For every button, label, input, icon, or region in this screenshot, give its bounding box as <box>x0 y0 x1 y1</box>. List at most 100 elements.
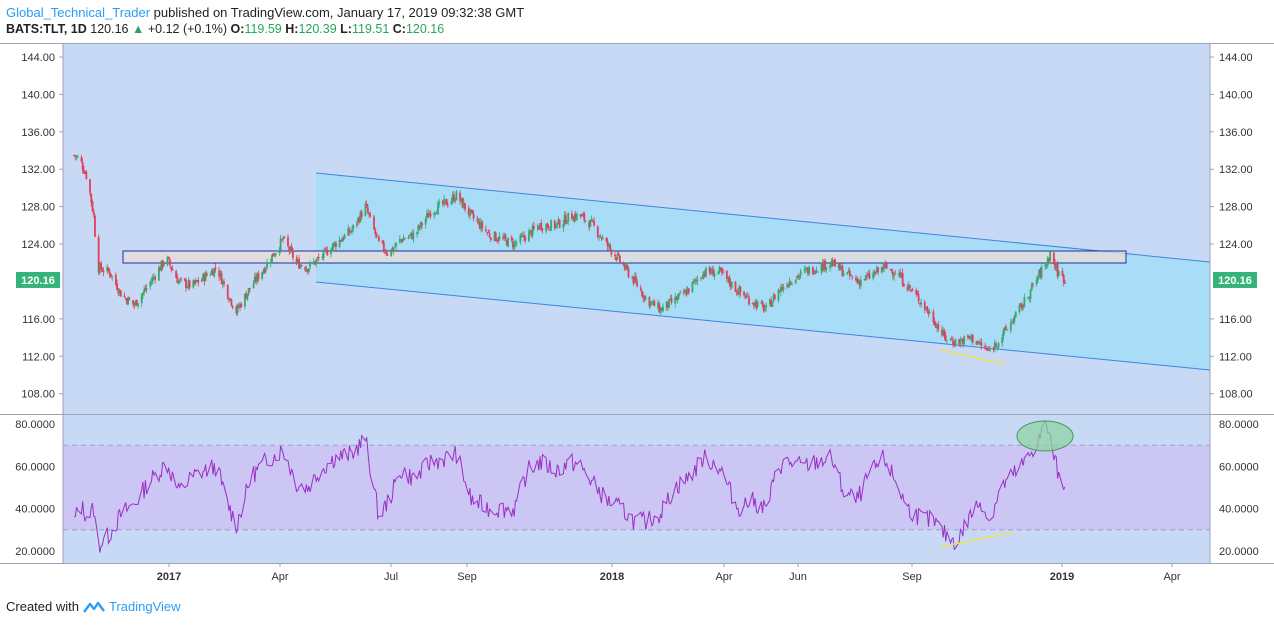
candle-body <box>717 271 720 274</box>
candle-body <box>926 306 929 312</box>
price-tick-label-left: 128.00 <box>21 202 55 214</box>
candle <box>523 231 525 242</box>
candle-body <box>1062 274 1065 283</box>
candle-body <box>539 223 541 229</box>
candle-body <box>1019 303 1022 305</box>
candle <box>820 262 823 276</box>
candle <box>751 302 754 305</box>
candle <box>498 232 501 242</box>
candle-body <box>154 277 157 280</box>
candle-body <box>668 299 670 308</box>
candle-body <box>169 259 171 266</box>
candle-body <box>794 279 797 284</box>
candle-body <box>360 211 363 217</box>
candle-body <box>180 278 182 280</box>
candle <box>464 203 466 213</box>
candle-body <box>119 290 122 297</box>
candle-body <box>556 222 559 226</box>
candle <box>606 237 609 251</box>
candle <box>682 288 685 296</box>
candle-body <box>255 276 257 282</box>
candle <box>807 267 809 277</box>
candle-body <box>398 238 401 243</box>
candle <box>804 265 807 273</box>
candle-body <box>851 276 854 278</box>
candle-body <box>513 242 516 249</box>
candle-body <box>729 282 732 287</box>
candle <box>993 339 996 353</box>
candle <box>850 273 852 277</box>
tradingview-brand[interactable]: TradingView <box>108 599 181 614</box>
candle-body <box>589 219 592 227</box>
candle <box>1019 303 1022 308</box>
candle-body <box>183 278 186 281</box>
candle <box>764 305 766 312</box>
candle-body <box>481 221 484 229</box>
candle <box>255 272 257 285</box>
candle <box>851 275 854 281</box>
candle-body <box>532 225 535 229</box>
price-tick-label-left: 108.00 <box>21 389 55 401</box>
candle-body <box>575 213 578 220</box>
price-tick-label-right: 116.00 <box>1219 314 1252 326</box>
candle-body <box>403 238 406 240</box>
candle-body <box>839 263 841 271</box>
candle <box>341 236 343 242</box>
candle <box>74 154 77 161</box>
candle <box>780 283 782 297</box>
candle <box>282 235 284 243</box>
candle-body <box>950 338 953 341</box>
candle-body <box>727 277 729 280</box>
candle <box>925 306 927 311</box>
candle <box>589 219 592 227</box>
candle-body <box>193 280 196 284</box>
candle-body <box>954 339 957 346</box>
candle <box>493 231 496 242</box>
candle <box>398 235 401 244</box>
candle <box>188 279 191 291</box>
candle-body <box>1003 327 1006 331</box>
candle-body <box>118 289 121 293</box>
candle-body <box>765 304 768 308</box>
candle <box>1032 282 1034 288</box>
candle-body <box>312 261 315 264</box>
candle <box>787 283 790 288</box>
candle-body <box>444 199 447 201</box>
candle <box>739 286 742 297</box>
tradingview-logo-icon[interactable] <box>83 600 105 614</box>
candle-body <box>932 311 935 323</box>
candle-body <box>274 253 277 256</box>
candle-body <box>1040 266 1043 278</box>
candle <box>134 299 137 307</box>
candle <box>394 242 396 248</box>
candle <box>712 265 715 277</box>
channel-upper-line <box>315 172 1211 263</box>
candle <box>574 210 577 222</box>
candle <box>381 239 384 245</box>
candle <box>89 178 91 197</box>
candle-body <box>338 239 341 247</box>
candle <box>160 260 163 273</box>
candle <box>221 279 224 289</box>
candle-body <box>933 320 936 326</box>
candle <box>1052 252 1055 265</box>
candle-body <box>519 234 522 243</box>
candle-body <box>127 297 130 305</box>
candle <box>609 242 611 252</box>
candle <box>295 255 298 266</box>
candle-body <box>390 249 393 256</box>
candle-body <box>262 270 265 274</box>
candle <box>73 154 75 157</box>
candle <box>825 267 828 274</box>
candle-body <box>781 286 784 290</box>
candle <box>966 333 969 340</box>
candle-body <box>373 216 375 230</box>
candle-body <box>497 239 500 242</box>
candle <box>441 199 444 207</box>
candle <box>176 273 179 284</box>
author-link[interactable]: Global_Technical_Trader <box>6 5 151 20</box>
candle <box>106 263 109 274</box>
candle-body <box>1054 262 1056 269</box>
candle-body <box>92 211 95 215</box>
